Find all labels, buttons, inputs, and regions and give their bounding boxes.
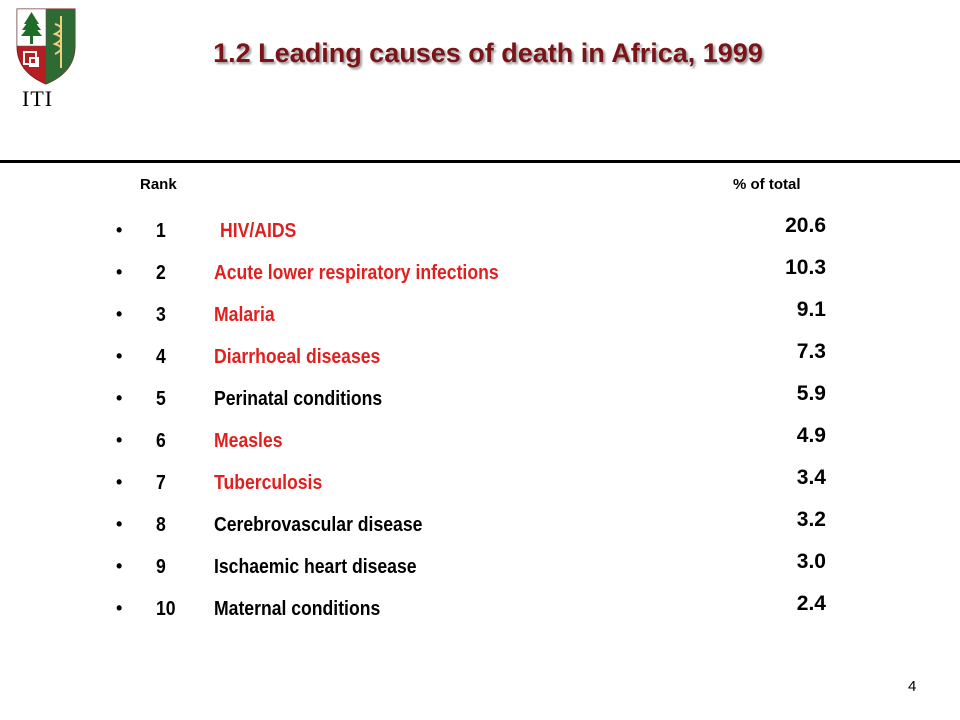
rank-column-header: Rank: [140, 176, 177, 193]
page-number: 4: [908, 678, 917, 695]
list-item: • 8 Cerebrovascular disease 3.2: [0, 508, 960, 542]
percent-value: 4.9: [796, 424, 826, 447]
cause-label: Diarrhoeal diseases: [214, 346, 381, 368]
bullet-icon: •: [116, 514, 123, 534]
iti-shield-logo: [16, 8, 76, 85]
bullet-icon: •: [116, 556, 123, 576]
cause-label: Measles: [214, 430, 283, 452]
list-item: • 7 Tuberculosis 3.4: [0, 466, 960, 500]
list-item: • 3 Malaria 9.1: [0, 298, 960, 332]
rank-number: 7: [156, 472, 166, 494]
percent-value: 3.0: [796, 550, 826, 573]
cause-label: Acute lower respiratory infections: [214, 262, 499, 284]
rank-number: 9: [156, 556, 166, 578]
rank-number: 1: [156, 220, 166, 242]
cause-label: Ischaemic heart disease: [214, 556, 417, 578]
list-item: • 9 Ischaemic heart disease 3.0: [0, 550, 960, 584]
page-title: 1.2 Leading causes of death in Africa, 1…: [213, 38, 763, 68]
cause-label: Perinatal conditions: [214, 388, 383, 410]
rank-number: 3: [156, 304, 166, 326]
bullet-icon: •: [116, 388, 123, 408]
rank-number: 4: [156, 346, 166, 368]
percent-value: 5.9: [796, 382, 826, 405]
list-item: • 4 Diarrhoeal diseases 7.3: [0, 340, 960, 374]
cause-label: Cerebrovascular disease: [214, 514, 423, 536]
cause-label: Maternal conditions: [214, 598, 381, 620]
bullet-icon: •: [116, 430, 123, 450]
percent-column-header: % of total: [733, 176, 801, 193]
bullet-icon: •: [116, 220, 123, 240]
percent-value: 3.2: [796, 508, 826, 531]
header-divider: [0, 160, 960, 163]
percent-value: 7.3: [796, 340, 826, 363]
list-item: • 10 Maternal conditions 2.4: [0, 592, 960, 626]
rank-number: 6: [156, 430, 166, 452]
bullet-icon: •: [116, 304, 123, 324]
bullet-icon: •: [116, 262, 123, 282]
cause-label: Tuberculosis: [214, 472, 323, 494]
percent-value: 20.6: [785, 214, 826, 237]
list-item: • 2 Acute lower respiratory infections 1…: [0, 256, 960, 290]
list-item: • 5 Perinatal conditions 5.9: [0, 382, 960, 416]
list-item: • 1 HIV/AIDS 20.6: [0, 214, 960, 248]
list-item: • 6 Measles 4.9: [0, 424, 960, 458]
cause-label: Malaria: [214, 304, 275, 326]
rank-number: 5: [156, 388, 166, 410]
bullet-icon: •: [116, 346, 123, 366]
bullet-icon: •: [116, 472, 123, 492]
logo-text: ITI: [22, 86, 54, 111]
bullet-icon: •: [116, 598, 123, 618]
percent-value: 9.1: [796, 298, 826, 321]
percent-value: 10.3: [785, 256, 826, 279]
rank-number: 2: [156, 262, 166, 284]
rank-number: 10: [156, 598, 176, 620]
rank-number: 8: [156, 514, 166, 536]
percent-value: 2.4: [796, 592, 826, 615]
percent-value: 3.4: [796, 466, 826, 489]
cause-label: HIV/AIDS: [220, 220, 297, 242]
